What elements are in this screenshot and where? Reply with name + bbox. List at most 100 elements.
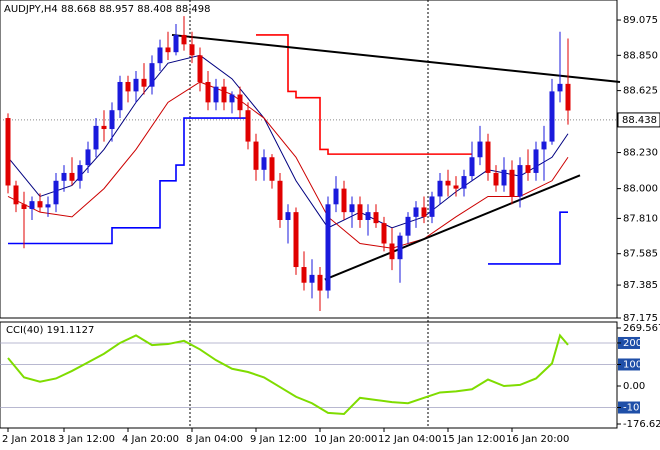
candle-body xyxy=(221,86,227,103)
chart-title: AUDJPY,H4 88.668 88.957 88.408 88.498 xyxy=(4,4,210,15)
candle-body xyxy=(557,83,563,92)
candle-body xyxy=(189,44,195,56)
candle-body xyxy=(237,94,243,111)
candle-body xyxy=(85,149,91,166)
candle-body xyxy=(253,141,259,170)
y-tick-label: 88.230 xyxy=(623,148,658,159)
candle-body xyxy=(213,86,219,103)
candle-body xyxy=(277,180,283,220)
level-marker xyxy=(618,336,640,349)
trendline xyxy=(324,174,581,281)
candle-body xyxy=(133,78,139,92)
candle-body xyxy=(37,201,43,208)
y-tick-label: 87.385 xyxy=(623,280,658,291)
y-tick-label: 89.075 xyxy=(623,15,658,26)
candle-body xyxy=(453,185,459,189)
candle-body xyxy=(101,125,107,130)
y-tick-label: 88.625 xyxy=(623,86,658,97)
candle-body xyxy=(29,201,35,210)
candle-body xyxy=(333,188,339,205)
candle-body xyxy=(117,81,123,111)
candle-body xyxy=(541,141,547,150)
x-tick-label: 3 Jan 12:00 xyxy=(58,434,115,445)
candle-body xyxy=(389,243,395,260)
trendline xyxy=(171,33,621,83)
level-marker xyxy=(618,358,640,371)
candle-body xyxy=(77,165,83,181)
candle-body xyxy=(309,274,315,283)
candle-body xyxy=(229,94,235,103)
x-tick-label: 15 Jan 12:00 xyxy=(442,434,505,445)
moving-average xyxy=(7,81,569,249)
candle-body xyxy=(157,47,163,64)
candle-body xyxy=(437,180,443,197)
y-tick-label: 100 xyxy=(623,359,642,370)
level-marker xyxy=(618,401,640,414)
candle-body xyxy=(21,204,27,210)
candle-body xyxy=(45,204,51,208)
candle-body xyxy=(381,223,387,244)
candle-body xyxy=(61,172,67,181)
candle-body xyxy=(125,81,131,92)
candle-body xyxy=(141,78,147,87)
stop-line xyxy=(256,34,472,155)
candle-body xyxy=(517,165,523,197)
candle-body xyxy=(149,63,155,87)
candle-body xyxy=(301,267,307,283)
x-tick-label: 9 Jan 12:00 xyxy=(250,434,307,445)
x-tick-label: 16 Jan 20:00 xyxy=(506,434,569,445)
candle-body xyxy=(261,157,267,170)
cci-title: CCI(40) 191.1127 xyxy=(6,325,94,336)
candle-body xyxy=(445,180,451,186)
stop-line xyxy=(8,117,248,245)
candle-body xyxy=(565,83,571,111)
y-tick-label: 0.00 xyxy=(623,381,645,392)
candle-body xyxy=(269,157,275,181)
candle-body xyxy=(173,34,179,53)
x-tick-label: 10 Jan 20:00 xyxy=(314,434,377,445)
x-tick-label: 4 Jan 20:00 xyxy=(122,434,179,445)
candle-body xyxy=(317,274,323,291)
candle-body xyxy=(53,180,59,205)
candle-body xyxy=(325,204,331,291)
candle-body xyxy=(373,212,379,224)
x-tick-label: 2 Jan 2018 xyxy=(2,434,56,445)
candle-body xyxy=(285,212,291,220)
candle-body xyxy=(525,165,531,173)
candle-body xyxy=(397,235,403,260)
candle-body xyxy=(549,91,555,142)
candle-body xyxy=(93,125,99,150)
y-tick-label: 88.850 xyxy=(623,50,658,61)
candle-body xyxy=(181,34,187,45)
y-tick-label: 87.175 xyxy=(623,313,658,324)
candle-body xyxy=(493,172,499,186)
candle-body xyxy=(485,141,491,173)
candle-body xyxy=(205,81,211,103)
candle-body xyxy=(461,176,467,189)
y-tick-label: 87.810 xyxy=(623,213,658,224)
candle-body xyxy=(293,212,299,268)
candle-body xyxy=(349,204,355,213)
candle-body xyxy=(357,204,363,220)
last-price-box xyxy=(617,112,660,128)
y-tick-label: 200 xyxy=(623,338,642,349)
y-tick-label: -176.622 xyxy=(623,419,660,430)
y-tick-label: 88.000 xyxy=(623,184,658,195)
candle-body xyxy=(5,118,11,186)
x-tick-label: 12 Jan 04:00 xyxy=(378,434,441,445)
candle-body xyxy=(245,110,251,142)
candle-body xyxy=(429,196,435,217)
stop-line xyxy=(488,211,568,265)
candle-body xyxy=(69,172,75,181)
candle-body xyxy=(13,185,19,205)
candle-body xyxy=(165,47,171,53)
candle-body xyxy=(405,216,411,236)
candle-body xyxy=(365,212,371,220)
candle-body xyxy=(413,207,419,217)
candle-body xyxy=(477,141,483,158)
y-tick-label: 269.5679 xyxy=(623,323,660,334)
cci-panel xyxy=(0,321,618,429)
candle-body xyxy=(421,207,427,217)
main-panel xyxy=(0,0,618,319)
